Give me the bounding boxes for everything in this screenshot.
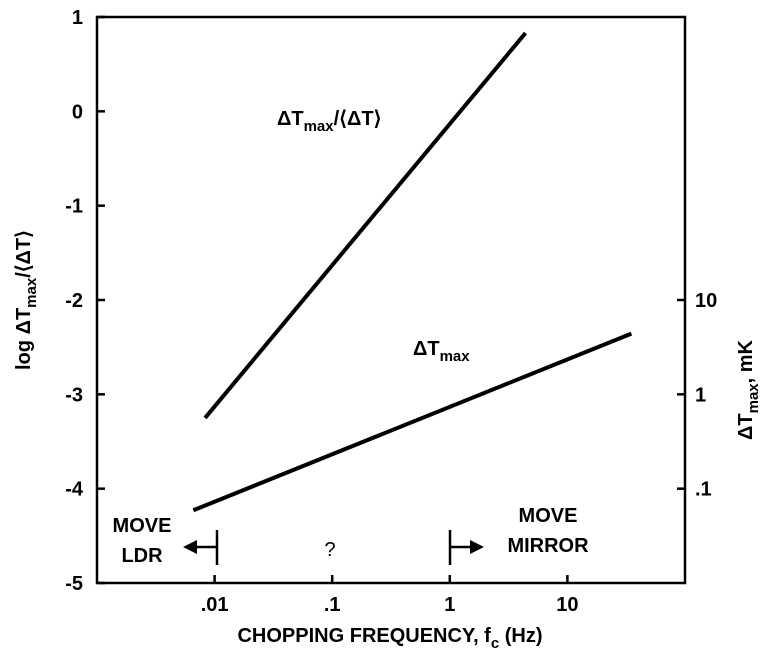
- y2-tick-label: 10: [695, 290, 717, 312]
- annotation: LDR: [121, 545, 163, 567]
- annotation: MOVE: [113, 515, 172, 537]
- annotation: MIRROR: [507, 535, 589, 557]
- y2-axis-label-part: max: [745, 383, 762, 414]
- y2-tick-label: 1: [695, 384, 706, 406]
- mirror-arrow: [448, 530, 484, 565]
- y2-axis-label-part: ΔT: [735, 413, 757, 440]
- series-line: [192, 331, 633, 513]
- annotation: ?: [324, 539, 335, 561]
- annotation: MOVE: [519, 505, 578, 527]
- y-tick-label: -5: [65, 573, 83, 595]
- y-axis-label-part: /⟨ΔT⟩: [13, 230, 35, 278]
- plot-frame: [95, 15, 687, 585]
- y2-axis-label-part: , mK: [735, 339, 757, 383]
- x-tick-label: 10: [556, 594, 578, 616]
- series-label-part: ΔT: [277, 108, 304, 130]
- y-tick-label: 1: [72, 7, 83, 29]
- series-label-part: max: [304, 118, 335, 135]
- y-axis-label: log ΔTmax/⟨ΔT⟩: [13, 230, 40, 370]
- y2-axis-label: ΔTmax, mK: [735, 339, 762, 440]
- y-axis-label-part: log ΔT: [13, 308, 35, 370]
- x-tick-label: .1: [324, 594, 341, 616]
- y2-tick-label: .1: [695, 479, 712, 501]
- series-label: ΔTmax: [413, 338, 470, 365]
- x-axis-label-part: c: [491, 635, 499, 652]
- x-axis-label-part: (Hz): [499, 625, 542, 647]
- series-line: [203, 31, 528, 420]
- x-axis-label: CHOPPING FREQUENCY, fc (Hz): [237, 625, 542, 652]
- ldr-arrow: [183, 530, 219, 565]
- y-tick-label: -3: [65, 384, 83, 406]
- series-label-part: ΔT: [413, 338, 440, 360]
- x-axis-label-part: CHOPPING FREQUENCY, f: [237, 625, 491, 647]
- y-tick-label: 0: [72, 101, 83, 123]
- y-tick-label: -4: [65, 479, 84, 501]
- series-label-part: max: [440, 348, 471, 365]
- x-tick-label: .01: [201, 594, 229, 616]
- series-label-part: /⟨ΔT⟩: [334, 108, 382, 130]
- y-axis-label-part: max: [23, 277, 40, 308]
- y-tick-label: -1: [65, 196, 83, 218]
- series-label: ΔTmax/⟨ΔT⟩: [277, 108, 381, 135]
- x-tick-label: 1: [444, 594, 455, 616]
- y-tick-label: -2: [65, 290, 83, 312]
